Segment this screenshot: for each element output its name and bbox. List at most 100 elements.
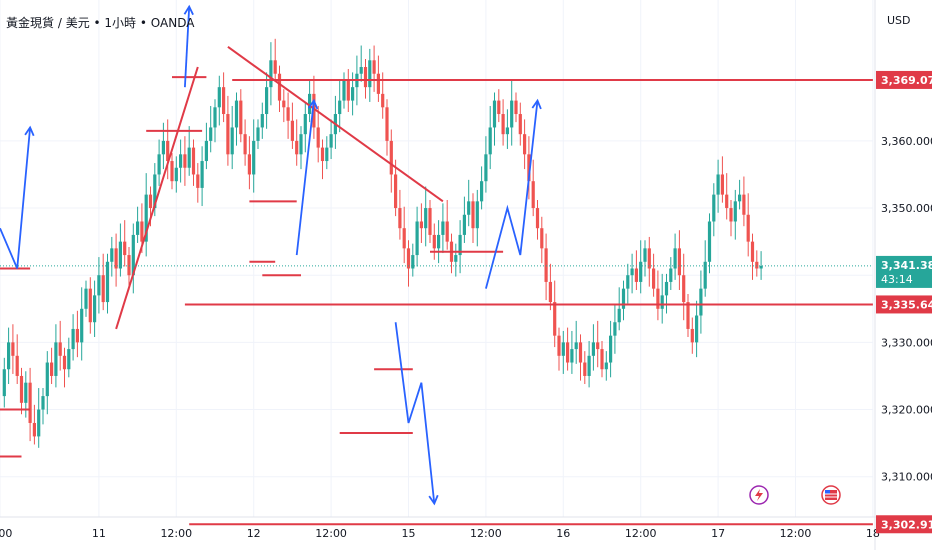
candle-body [351,87,355,101]
candle-body [381,93,385,108]
symbol-name[interactable]: 黃金現貨 [6,16,55,30]
candle-body [144,194,148,242]
candle-body [84,288,88,309]
candle-body [363,67,368,88]
candle-body [88,288,92,323]
candle-body [303,114,307,135]
candle-body [544,248,548,282]
candle-body [531,181,535,209]
candle-body [759,265,763,269]
projection-arrow-icon [428,494,439,506]
candle-body [639,261,643,282]
candle-body [664,281,669,296]
candle-body [80,308,84,343]
price-tag [876,70,932,89]
candle-body [290,120,294,141]
candle-body [437,234,441,249]
candle-body [553,302,557,336]
candle-body [252,140,256,175]
candle-body [105,261,110,303]
candle-body [656,288,660,309]
candle-body [402,228,406,249]
trend-line [115,66,199,330]
candle-body [587,355,591,376]
price-tag-label: 3,335.647 [881,298,932,311]
time-axis[interactable]: 0:001112:001212:001512:001612:001712:001… [0,527,880,540]
time-tick-label: 11 [92,527,106,540]
last-price-label: 3,341.385 [881,259,932,272]
candle-body [570,349,574,363]
candle-body [458,234,462,256]
candle-body [626,275,630,289]
time-tick-label: 0:00 [0,527,12,540]
candle-body [695,315,699,343]
price-tag [876,295,932,314]
candle-body [394,174,398,209]
projection-path [394,322,436,504]
price-tick-label: 3,360.000 [881,135,932,148]
candle-body [411,255,415,269]
candle-body [591,342,595,356]
candle-body [613,322,617,336]
candle-body [488,127,492,155]
candle-body [277,73,282,101]
projection-path [485,100,539,289]
candle-body [50,362,54,376]
candle-body [359,67,363,74]
candle-body [114,248,118,269]
candle-body [660,295,664,309]
candle-body [148,194,153,209]
candle-body [617,308,621,323]
candle-body [729,208,733,222]
candle-body [239,100,243,135]
event-markers[interactable] [749,485,841,505]
time-tick-label: 12 [247,527,261,540]
candle-body [484,154,488,182]
candle-body [480,181,484,202]
candle-body [677,248,681,276]
candle-body [15,355,19,376]
interval-label[interactable]: 1小時 [104,16,137,30]
bar-countdown-label: 43:14 [881,273,913,286]
candle-body [174,167,178,182]
chart-header[interactable]: 黃金現貨 / 美元 • 1小時 • OANDA [6,14,194,31]
price-tick-label: 3,310.000 [881,471,932,484]
candle-body [97,275,101,296]
candle-body [432,234,436,249]
candle-body [140,221,144,242]
candle-body [643,248,647,262]
header-separator: / [54,16,66,30]
candle-body [58,342,62,356]
projection-arrow-icon [308,98,319,110]
candle-body [179,154,183,168]
candle-body [234,100,239,128]
candle-body [243,134,247,155]
candle-body [419,221,423,229]
candle-body [312,93,316,128]
candle-body [127,255,131,276]
candle-body [398,208,402,229]
candle-body [11,342,15,356]
candle-body [376,73,380,94]
candle-body [75,328,79,343]
time-tick-label: 12:00 [625,527,657,540]
candle-body [471,201,475,229]
candle-body [191,147,196,175]
candle-body [510,100,514,128]
candle-body [686,302,690,329]
candle-body [118,241,122,269]
currency-label[interactable]: USD [887,14,911,27]
candle-body [699,288,703,316]
price-tag [876,515,932,534]
candle-body [652,268,656,289]
candle-body [385,107,389,141]
candle-body [256,127,260,141]
candle-body [131,234,135,276]
candle-body [527,154,531,182]
candle-body [725,194,729,209]
projection-arrow-icon [531,98,542,110]
header-separator: • [89,16,105,30]
candle-body [153,174,157,209]
candle-body [583,362,587,376]
